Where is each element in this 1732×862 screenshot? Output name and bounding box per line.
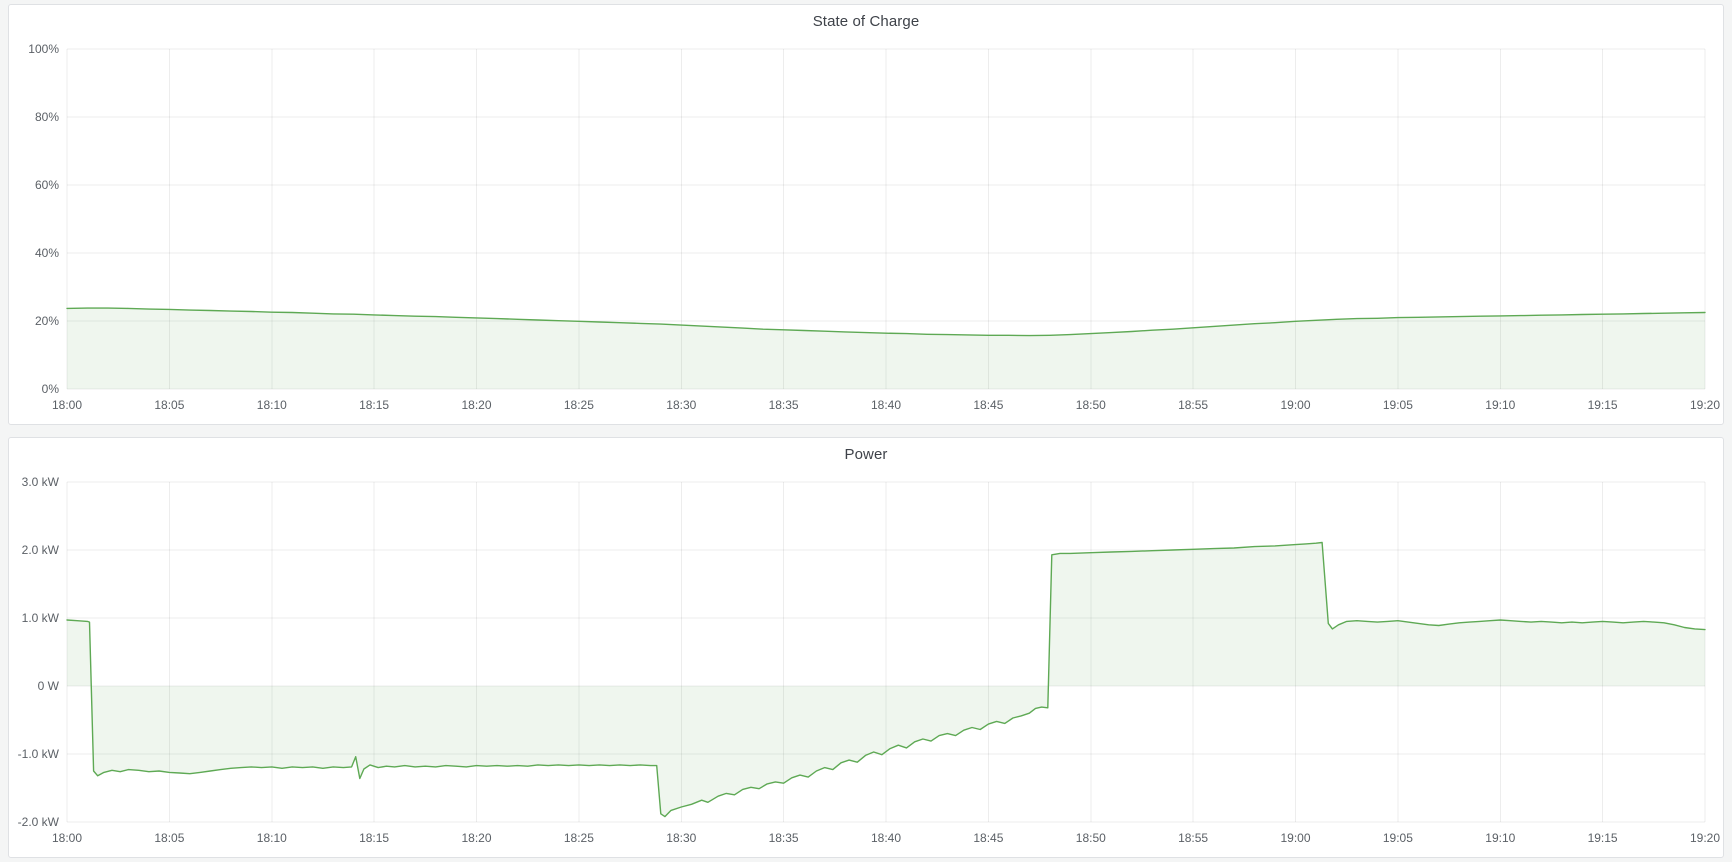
y-axis-tick-label: 20% [35, 314, 59, 328]
x-axis-tick-label: 18:50 [1076, 398, 1106, 412]
x-axis-tick-label: 18:20 [461, 831, 491, 845]
y-axis-tick-label: 0% [42, 382, 60, 396]
x-axis-tick-label: 18:20 [461, 398, 491, 412]
x-axis-tick-label: 18:50 [1076, 831, 1106, 845]
x-axis-tick-label: 18:30 [666, 831, 696, 845]
x-axis-tick-label: 19:15 [1588, 398, 1618, 412]
y-axis-tick-label: 60% [35, 178, 59, 192]
y-axis-tick-label: 1.0 kW [22, 611, 60, 625]
x-axis-tick-label: 18:40 [871, 831, 901, 845]
y-axis-tick-label: 3.0 kW [22, 475, 60, 489]
y-axis-tick-label: 100% [28, 42, 59, 56]
x-axis-tick-label: 19:05 [1383, 398, 1413, 412]
x-axis-tick-label: 18:15 [359, 831, 389, 845]
x-axis-tick-label: 19:10 [1485, 831, 1515, 845]
x-axis-tick-label: 18:10 [257, 398, 287, 412]
y-axis-tick-label: 80% [35, 110, 59, 124]
x-axis-tick-label: 18:55 [1178, 398, 1208, 412]
x-axis-tick-label: 18:35 [769, 398, 799, 412]
x-axis-tick-label: 18:05 [154, 831, 184, 845]
x-axis-tick-label: 18:40 [871, 398, 901, 412]
x-axis-tick-label: 19:00 [1280, 831, 1310, 845]
x-axis-tick-label: 18:45 [973, 831, 1003, 845]
series-area [67, 308, 1705, 389]
x-axis-tick-label: 18:30 [666, 398, 696, 412]
panel-power: Power 18:00 18:05 18:10 18:15 18:20 18:25 18:3… [8, 437, 1724, 858]
x-axis-tick-label: 18:25 [564, 831, 594, 845]
x-axis-tick-label: 18:45 [973, 398, 1003, 412]
x-axis-tick-label: 19:15 [1588, 831, 1618, 845]
x-axis-tick-label: 18:35 [769, 831, 799, 845]
x-axis-tick-label: 19:05 [1383, 831, 1413, 845]
y-axis-tick-label: -1.0 kW [18, 747, 60, 761]
x-axis-tick-label: 18:15 [359, 398, 389, 412]
x-axis-tick-label: 18:00 [52, 398, 82, 412]
series-line [66, 307, 1706, 337]
y-axis-tick-label: 40% [35, 246, 59, 260]
y-axis-tick-label: 0 W [38, 679, 60, 693]
x-axis-tick-label: 18:10 [257, 831, 287, 845]
panel-title-state-of-charge[interactable]: State of Charge [812, 12, 920, 30]
x-axis-tick-label: 19:00 [1280, 398, 1310, 412]
x-axis-tick-label: 18:25 [564, 398, 594, 412]
series-area [67, 542, 1705, 817]
y-axis-tick-label: -2.0 kW [18, 815, 60, 829]
x-axis-tick-label: 19:10 [1485, 398, 1515, 412]
power-chart[interactable]: 18:00 18:05 18:10 18:15 18:20 18:25 18:30 18:35… [9, 470, 1723, 857]
panel-header-power[interactable]: Power [9, 438, 1723, 470]
x-axis-tick-label: 18:00 [52, 831, 82, 845]
panel-header-state-of-charge[interactable]: State of Charge [9, 5, 1723, 37]
x-axis-tick-label: 18:05 [154, 398, 184, 412]
state-of-charge-chart[interactable]: 18:00 18:05 18:10 18:15 18:20 18:25 18:30 18:35… [9, 37, 1723, 424]
x-axis-tick-label: 19:20 [1690, 398, 1720, 412]
series-line [66, 541, 1706, 818]
panel-state-of-charge: State of Charge 18:00 18:05 18:10 18:15 18:2… [8, 4, 1724, 425]
x-axis-tick-label: 18:55 [1178, 831, 1208, 845]
x-axis-tick-label: 19:20 [1690, 831, 1720, 845]
y-axis-tick-label: 2.0 kW [22, 543, 60, 557]
panel-title-power[interactable]: Power [844, 445, 888, 463]
